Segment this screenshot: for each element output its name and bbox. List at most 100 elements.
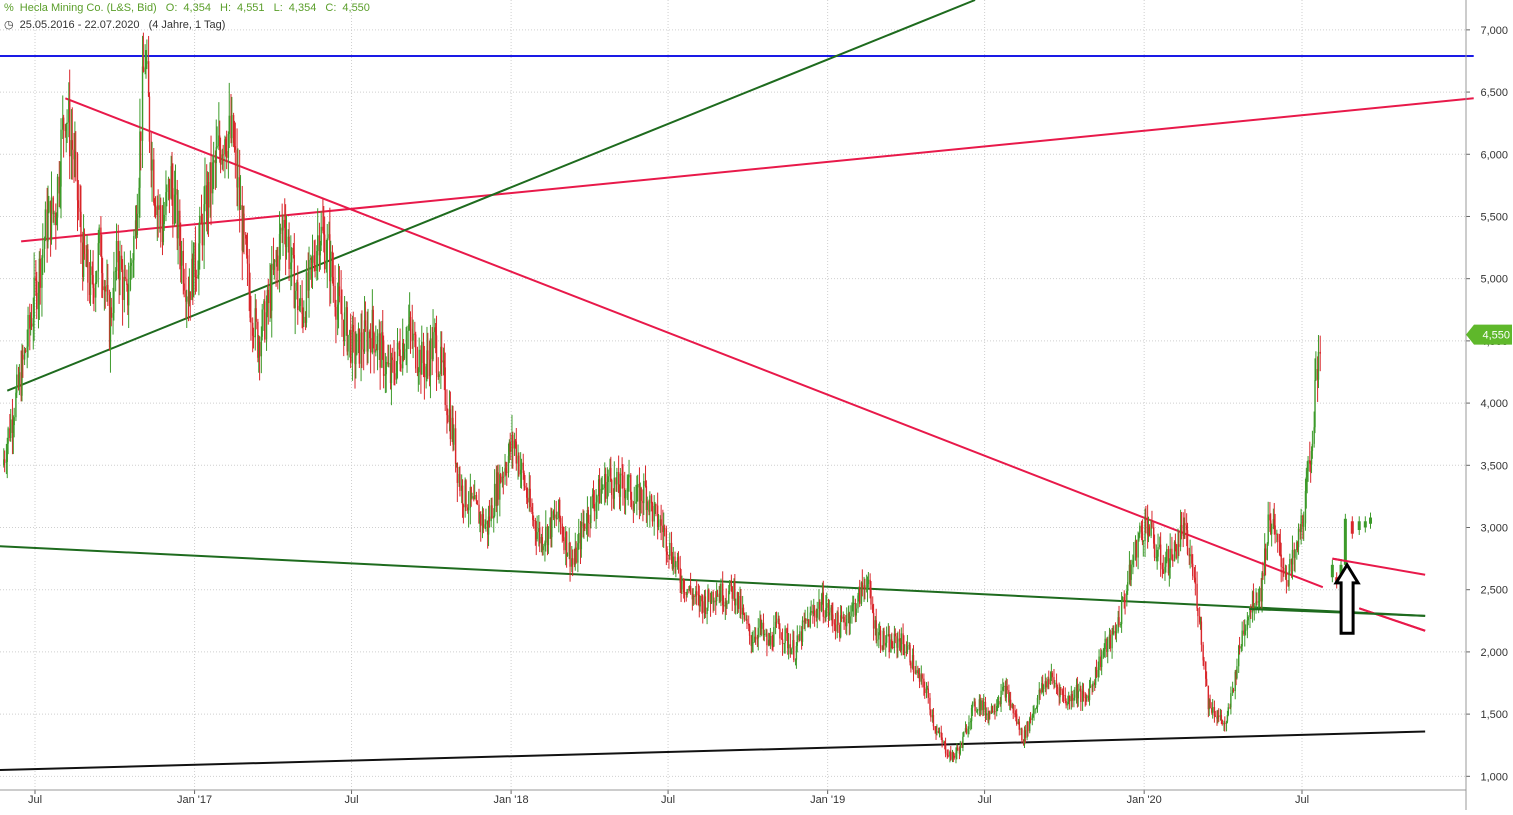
candle-body (188, 291, 191, 304)
candle-body (473, 495, 476, 500)
candle-body (277, 255, 279, 271)
x-tick-label: Jul (28, 794, 42, 806)
low-value: 4,354 (288, 2, 317, 14)
candle-body (251, 322, 254, 336)
candle-body (872, 604, 874, 613)
candle-body (798, 635, 800, 641)
candle-body (597, 479, 600, 497)
candle-body (1139, 525, 1141, 534)
candle-body (1285, 572, 1288, 581)
candle-body (861, 582, 864, 588)
candle-body (1089, 685, 1092, 688)
candle-body (95, 271, 98, 283)
candle-body (632, 505, 635, 512)
candle-body (509, 441, 511, 452)
candle-body (737, 592, 740, 609)
candle-body (98, 227, 100, 244)
x-tick-label: Jul (978, 794, 992, 806)
candle-body (956, 747, 958, 753)
candle-body (48, 201, 50, 213)
candle-body (174, 189, 177, 195)
candle-body (435, 335, 438, 373)
candle-body (1129, 564, 1131, 580)
candle-body (1168, 567, 1171, 574)
candle-body (971, 703, 974, 709)
candle-body (657, 525, 660, 528)
candle-body (1042, 685, 1045, 690)
candle-body (487, 516, 490, 535)
candle-body (431, 338, 433, 360)
candle-body (600, 488, 602, 504)
candle-body (587, 510, 589, 523)
candle-body (1157, 547, 1159, 557)
candle-body (1282, 566, 1284, 568)
candle-body (739, 596, 741, 609)
candle-body (322, 226, 324, 231)
candle-body (1183, 523, 1185, 536)
candle-body (360, 332, 362, 364)
candle-body (451, 417, 453, 440)
candle-body (897, 638, 899, 648)
candle-body (290, 248, 293, 263)
forecast-area (1249, 512, 1466, 635)
candle-body (915, 670, 917, 674)
candle-body (187, 296, 190, 304)
candle-body (49, 201, 52, 241)
candle-body (325, 260, 328, 270)
candle-body (845, 622, 847, 627)
candle-body (15, 392, 17, 418)
candle-body (683, 592, 686, 594)
candle-body (1221, 719, 1223, 725)
candle-body (879, 630, 882, 647)
candle-body (1071, 694, 1073, 701)
candle-body (185, 290, 187, 302)
candle-body (582, 521, 584, 527)
candle-body (1311, 443, 1314, 452)
candle-body (46, 209, 48, 242)
candle-body (490, 505, 492, 522)
candle-body (467, 507, 469, 511)
candle-body (159, 205, 161, 210)
candle-body (1048, 679, 1050, 685)
candle-body (675, 562, 677, 568)
candle-body (863, 585, 865, 588)
candle-body (1028, 718, 1031, 732)
candle-body (827, 603, 830, 616)
candle-body (170, 166, 172, 199)
candle-body (161, 223, 164, 243)
candle-body (266, 289, 269, 313)
candle-body (837, 612, 839, 625)
candle-body (550, 518, 552, 538)
candle-body (646, 501, 648, 510)
candle-body (142, 66, 145, 72)
candle-body (544, 542, 546, 547)
open-label: O: (165, 2, 178, 14)
candle-body (390, 357, 393, 384)
candle-body (420, 349, 422, 375)
candle-body (1202, 644, 1204, 661)
candle-body (282, 219, 284, 231)
candle-body (763, 633, 766, 635)
candle-body (405, 348, 407, 352)
low-label: L: (273, 2, 283, 14)
candle-body (970, 708, 973, 722)
candle-body (756, 638, 759, 640)
candle-body (1197, 608, 1199, 617)
candle-body (746, 618, 748, 624)
candle-body (1313, 427, 1315, 444)
candle-body (186, 296, 188, 302)
candle-body (715, 595, 718, 602)
candle-body (182, 250, 184, 284)
candle-body (100, 227, 102, 256)
candle-body (50, 197, 53, 241)
candle-body (1061, 690, 1064, 695)
candle-body (22, 354, 24, 360)
candle-body (341, 313, 343, 320)
candle-body (465, 480, 467, 508)
candle-body (296, 282, 298, 291)
candle-body (909, 644, 911, 663)
candle-body (485, 520, 487, 525)
candle-body (201, 223, 204, 246)
trend-line (0, 545, 1426, 617)
candle-body (44, 209, 47, 241)
